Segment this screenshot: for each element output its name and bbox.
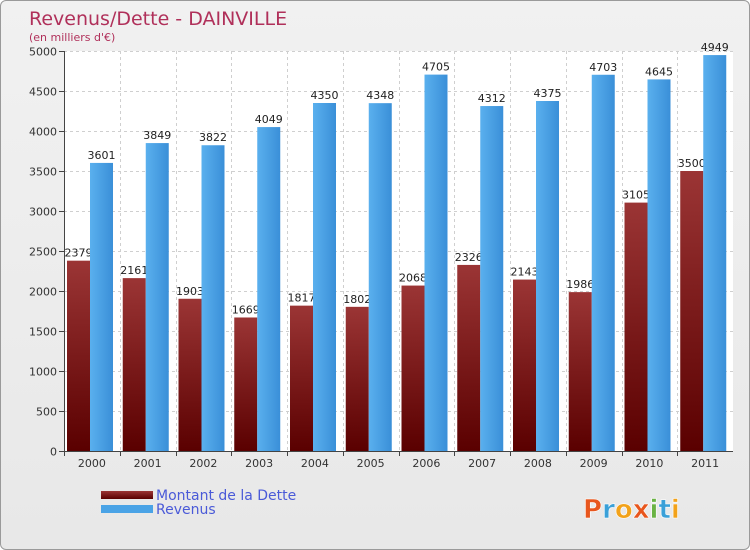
- x-tick-label: 2011: [691, 457, 719, 470]
- y-tick-label: 5000: [29, 46, 57, 59]
- value-label-debt: 3500: [678, 157, 706, 170]
- legend: Montant de la Dette Revenus: [101, 488, 296, 518]
- value-label-debt: 2326: [455, 251, 483, 264]
- value-label-debt: 1669: [232, 303, 260, 316]
- bar-revenue: [480, 106, 504, 451]
- proxiti-logo: Proxiti: [583, 495, 680, 525]
- legend-swatch-revenue: [101, 505, 153, 513]
- bar-debt: [401, 285, 425, 451]
- bar-revenue: [591, 74, 615, 451]
- logo-letter: i: [671, 495, 680, 525]
- logo-letter: o: [615, 495, 633, 525]
- bar-revenue: [145, 143, 169, 451]
- x-tick-label: 2008: [524, 457, 552, 470]
- x-tick-label: 2001: [134, 457, 162, 470]
- bar-revenue: [536, 101, 559, 451]
- bar-debt: [67, 260, 90, 451]
- value-label-revenue: 4348: [366, 89, 394, 102]
- value-label-debt: 1986: [566, 278, 594, 291]
- bar-debt: [568, 292, 592, 451]
- value-label-revenue: 3822: [199, 131, 227, 144]
- y-tick-label: 500: [36, 406, 57, 419]
- bar-debt: [624, 202, 648, 451]
- bar-revenue: [313, 103, 336, 451]
- value-label-debt: 1802: [343, 293, 371, 306]
- value-label-revenue: 4949: [701, 41, 729, 54]
- legend-label-debt: Montant de la Dette: [156, 488, 296, 504]
- bar-debt: [680, 171, 704, 451]
- bar-revenue: [368, 103, 392, 451]
- value-label-debt: 2161: [120, 264, 148, 277]
- bar-revenue: [257, 127, 281, 451]
- y-tick-label: 2500: [29, 246, 57, 259]
- x-tick-label: 2010: [635, 457, 663, 470]
- x-tick-label: 2006: [412, 457, 440, 470]
- bar-revenue: [647, 79, 671, 452]
- bar-debt: [234, 317, 258, 451]
- value-label-revenue: 3849: [143, 129, 171, 142]
- value-label-revenue: 4645: [645, 65, 673, 78]
- value-label-revenue: 4049: [255, 113, 283, 126]
- logo-letter: r: [602, 495, 615, 525]
- logo-letter: t: [658, 495, 670, 525]
- y-tick-label: 1000: [29, 366, 57, 379]
- value-label-debt: 3105: [622, 189, 650, 202]
- legend-label-revenue: Revenus: [156, 502, 216, 518]
- logo-letter: P: [583, 495, 602, 525]
- x-tick-label: 2002: [189, 457, 217, 470]
- bar-revenue: [424, 74, 448, 451]
- chart-subtitle: (en milliers d'€): [29, 31, 115, 44]
- value-label-debt: 1817: [288, 292, 316, 305]
- y-tick-label: 0: [50, 446, 57, 459]
- x-tick-label: 2003: [245, 457, 273, 470]
- bar-revenue: [703, 55, 727, 452]
- bar-debt: [345, 306, 369, 451]
- value-label-revenue: 3601: [88, 149, 116, 162]
- y-tick-label: 1500: [29, 326, 57, 339]
- value-label-revenue: 4375: [534, 87, 562, 100]
- y-tick-label: 3500: [29, 166, 57, 179]
- value-label-revenue: 4350: [311, 89, 339, 102]
- x-tick-label: 2005: [357, 457, 385, 470]
- logo-letter: i: [650, 495, 659, 525]
- value-label-revenue: 4705: [422, 61, 450, 74]
- bar-debt: [513, 279, 536, 451]
- bar-debt: [457, 264, 481, 451]
- legend-swatch-debt: [101, 491, 153, 499]
- value-label-debt: 2143: [511, 266, 539, 279]
- y-tick-label: 4000: [29, 126, 57, 139]
- plot-area: [64, 51, 733, 451]
- y-tick-label: 4500: [29, 86, 57, 99]
- value-label-revenue: 4703: [589, 61, 617, 74]
- bar-debt: [290, 305, 313, 451]
- value-label-debt: 2379: [65, 247, 93, 260]
- x-tick-label: 2000: [78, 457, 106, 470]
- bar-debt: [122, 278, 146, 451]
- x-tick-label: 2004: [301, 457, 329, 470]
- x-tick-label: 2007: [468, 457, 496, 470]
- chart-title: Revenus/Dette - DAINVILLE: [29, 8, 287, 30]
- y-tick-label: 3000: [29, 206, 57, 219]
- bar-revenue: [90, 162, 113, 452]
- x-tick-label: 2009: [580, 457, 608, 470]
- bar-revenue: [201, 145, 225, 452]
- value-label-debt: 2068: [399, 272, 427, 285]
- bar-debt: [178, 298, 202, 451]
- value-label-debt: 1903: [176, 285, 204, 298]
- y-tick-label: 2000: [29, 286, 57, 299]
- logo-letter: x: [633, 495, 650, 525]
- value-label-revenue: 4312: [478, 92, 506, 105]
